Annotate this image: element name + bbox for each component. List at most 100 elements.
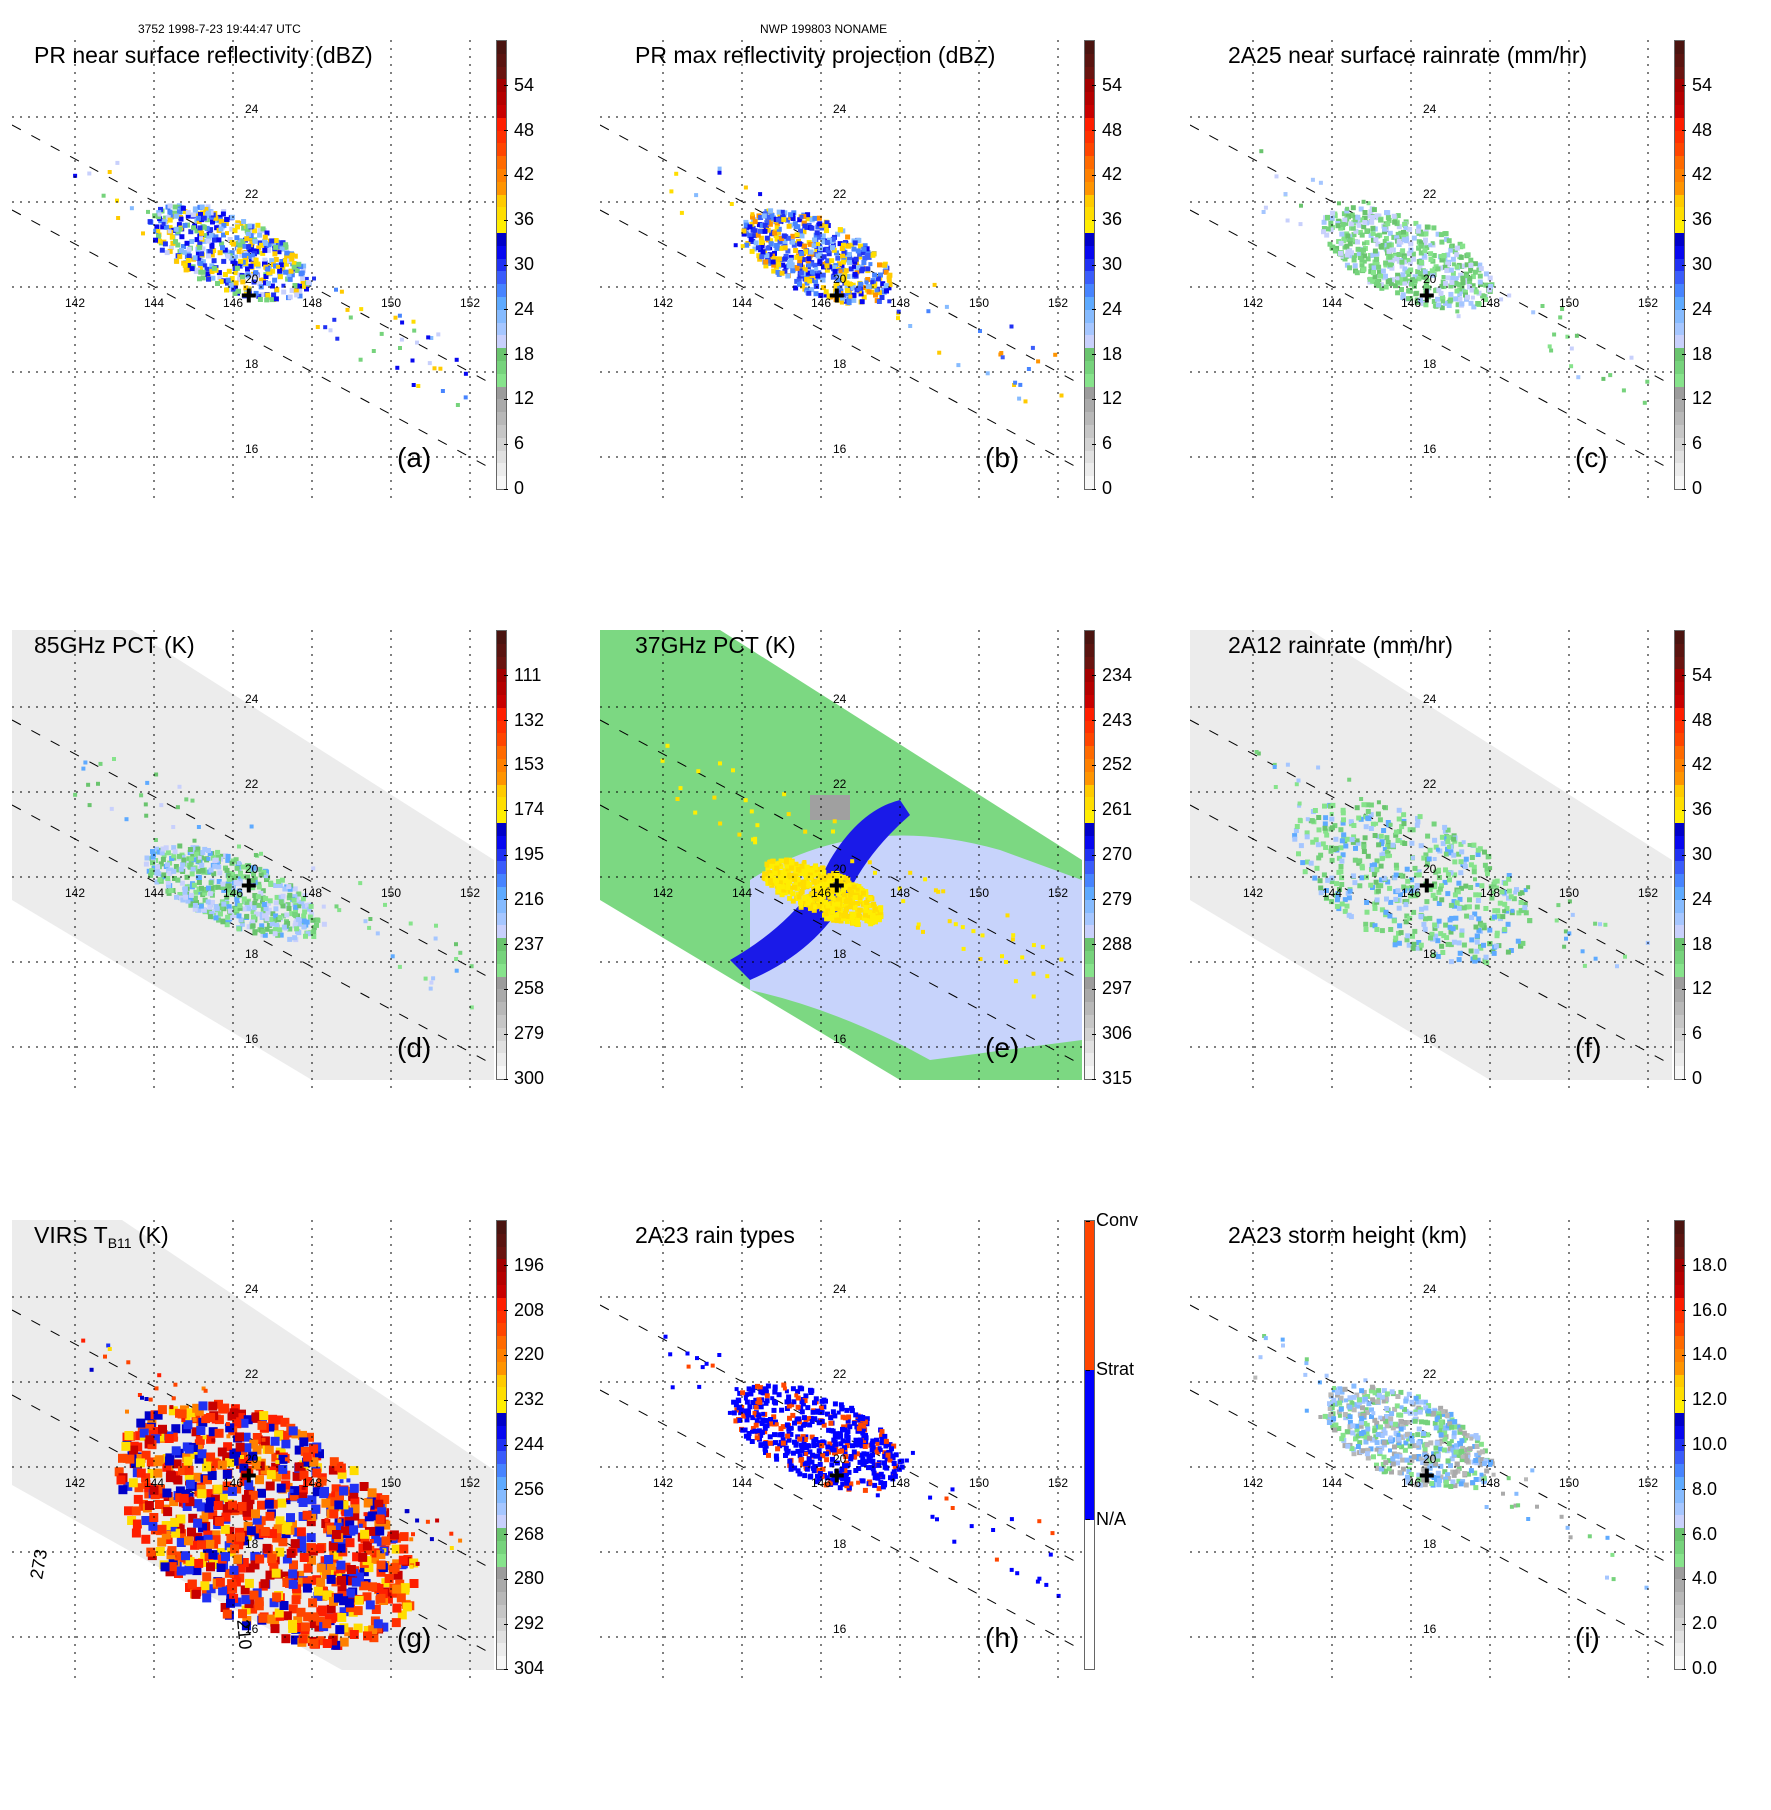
colorbar-segment <box>1085 323 1094 336</box>
colorbar-segment <box>497 1066 506 1079</box>
colorbar-segment <box>1675 925 1684 938</box>
colorbar-segment <box>497 207 506 220</box>
panel-b: 142144146148150152242220181614PR max ref… <box>600 40 1190 630</box>
panel-a: 142144146148150152242220181614PR near su… <box>12 40 602 630</box>
colorbar-segment <box>1675 1477 1684 1490</box>
colorbar-segment <box>1675 1643 1684 1656</box>
colorbar-tick-label: 8.0 <box>1692 1479 1717 1500</box>
colorbar-segment <box>1085 67 1094 80</box>
lon-tick-label: 146 <box>1401 886 1421 900</box>
colorbar-segment <box>497 810 506 823</box>
contour-label: 210 <box>233 1619 256 1651</box>
colorbar-segment <box>1085 476 1094 489</box>
colorbar-tick-label: 30 <box>1102 254 1122 275</box>
colorbar-tick-label: 18 <box>1692 934 1712 955</box>
colorbar-segment <box>1675 682 1684 695</box>
lon-tick-label: 142 <box>65 1476 85 1490</box>
colorbar-segment <box>1085 271 1094 284</box>
colorbar-segment <box>497 412 506 425</box>
colorbar-tick-label: 279 <box>1102 889 1132 910</box>
lon-tick-label: 146 <box>811 1476 831 1490</box>
colorbar-segment <box>497 1579 506 1592</box>
colorbar-segment <box>1675 54 1684 67</box>
lat-tick-label: 16 <box>833 442 847 456</box>
lon-tick-label: 142 <box>1243 296 1263 310</box>
lon-tick-label: 142 <box>1243 1476 1263 1490</box>
colorbar-segment <box>1675 1387 1684 1400</box>
lon-tick-label: 144 <box>144 296 164 310</box>
lon-tick-label: 152 <box>460 296 480 310</box>
colorbar-segment <box>1085 1002 1094 1015</box>
colorbar-segment <box>1675 1541 1684 1554</box>
colorbar-segment <box>1085 1053 1094 1066</box>
swath-edge-south <box>1190 1390 1672 1650</box>
colorbar-tick-label: 18 <box>514 344 534 365</box>
colorbar-segment <box>497 1285 506 1298</box>
colorbar-segment <box>497 246 506 259</box>
lon-tick-label: 148 <box>1480 296 1500 310</box>
colorbar-segment <box>1085 463 1094 476</box>
colorbar-segment <box>497 1272 506 1285</box>
colorbar-segment <box>497 271 506 284</box>
colorbar-segment <box>1675 412 1684 425</box>
colorbar-segment <box>497 476 506 489</box>
colorbar-segment <box>1675 1451 1684 1464</box>
colorbar-segment <box>1085 913 1094 926</box>
na-segment <box>1085 1520 1094 1669</box>
lon-tick-label: 142 <box>65 296 85 310</box>
lat-tick-label: 18 <box>245 357 259 371</box>
lon-tick-label: 142 <box>1243 886 1263 900</box>
lat-tick-label: 24 <box>833 692 847 706</box>
colorbar-segment <box>497 657 506 670</box>
lat-tick-label: 18 <box>245 1537 259 1551</box>
colorbar-segment <box>497 1477 506 1490</box>
panel-label: (b) <box>985 442 1019 474</box>
colorbar-tick-label: 30 <box>514 254 534 275</box>
colorbar-tick-label: 36 <box>1692 799 1712 820</box>
lon-tick-label: 146 <box>223 886 243 900</box>
panel-title: 2A23 storm height (km) <box>1228 1222 1467 1249</box>
colorbar-segment <box>1675 644 1684 657</box>
colorbar-segment <box>1085 451 1094 464</box>
lon-tick-label: 150 <box>969 886 989 900</box>
colorbar-segment <box>1085 131 1094 144</box>
colorbar-tick-label: 297 <box>1102 978 1132 999</box>
colorbar-tick-label: 300 <box>514 1068 544 1089</box>
colorbar-segment <box>497 1336 506 1349</box>
lon-tick-label: 150 <box>381 886 401 900</box>
colorbar-tick-label: 54 <box>1692 665 1712 686</box>
colorbar-tick-label: 42 <box>1692 754 1712 775</box>
panel-label: (g) <box>397 1622 431 1654</box>
panel-label: (a) <box>397 442 431 474</box>
colorbar-segment <box>1675 887 1684 900</box>
contour-label: 273 <box>26 1548 51 1581</box>
colorbar-segment <box>497 1592 506 1605</box>
colorbar-segment <box>1085 143 1094 156</box>
lat-tick-label: 16 <box>245 442 259 456</box>
colorbar-tick-label: 252 <box>1102 754 1132 775</box>
colorbar-segment <box>1085 207 1094 220</box>
lat-tick-label: 16 <box>833 1032 847 1046</box>
colorbar-tick-label: 270 <box>1102 844 1132 865</box>
colorbar-segment <box>497 425 506 438</box>
colorbar-segment <box>1675 874 1684 887</box>
colorbar-tick-label: N/A <box>1096 1509 1126 1530</box>
colorbar-tick-label: 232 <box>514 1389 544 1410</box>
lat-tick-label: 22 <box>833 187 847 201</box>
colorbar-segment <box>1675 271 1684 284</box>
lon-tick-label: 152 <box>1048 1476 1068 1490</box>
colorbar-segment <box>1085 387 1094 400</box>
colorbar-segment <box>497 1656 506 1669</box>
colorbar-segment <box>497 463 506 476</box>
lon-tick-label: 146 <box>223 1476 243 1490</box>
colorbar-segment <box>497 182 506 195</box>
colorbar-tick-label: 18 <box>1102 344 1122 365</box>
colorbar-segment <box>497 451 506 464</box>
colorbar-segment <box>1085 399 1094 412</box>
lat-tick-label: 24 <box>245 692 259 706</box>
colorbar-tick-label: 48 <box>514 120 534 141</box>
lat-tick-label: 18 <box>833 947 847 961</box>
lon-tick-label: 148 <box>890 296 910 310</box>
header-orbit-time: 3752 1998-7-23 19:44:47 UTC <box>138 22 301 36</box>
panel-label: (f) <box>1575 1032 1601 1064</box>
